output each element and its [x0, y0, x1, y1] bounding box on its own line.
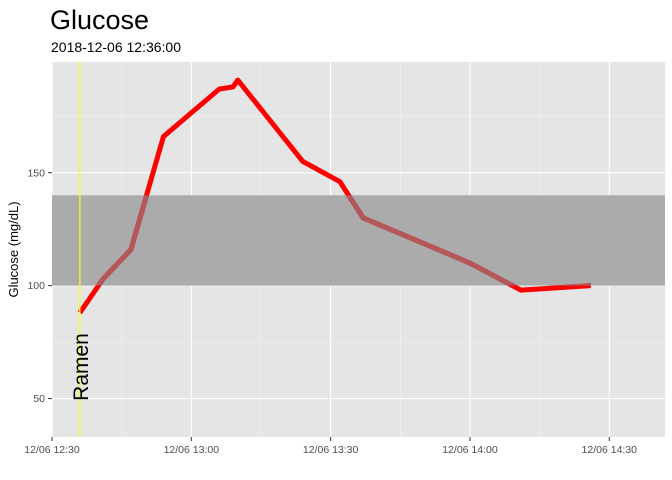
x-axis: 12/06 12:30 12/06 13:00 12/06 13:30 12/06 1…	[24, 437, 637, 456]
y-axis: 50 100 150	[27, 167, 52, 405]
y-axis-label: Glucose (mg/dL)	[6, 201, 21, 297]
glucose-line-in-range	[95, 195, 591, 286]
y-tick-label: 100	[27, 280, 45, 292]
chart-title: Glucose	[50, 5, 149, 35]
x-tick-label: 12/06 13:00	[164, 444, 220, 456]
annotation-layer: Ramen	[70, 62, 93, 437]
x-tick-label: 12/06 14:30	[582, 444, 638, 456]
annotation-label: Ramen	[70, 333, 93, 401]
x-tick-label: 12/06 13:30	[303, 444, 359, 456]
x-tick-label: 12/06 12:30	[24, 444, 80, 456]
y-tick-label: 50	[33, 393, 45, 405]
y-tick-label: 150	[27, 167, 45, 179]
chart-subtitle: 2018-12-06 12:36:00	[51, 39, 181, 55]
x-tick-label: 12/06 14:00	[442, 444, 498, 456]
series-layer	[77, 77, 591, 315]
